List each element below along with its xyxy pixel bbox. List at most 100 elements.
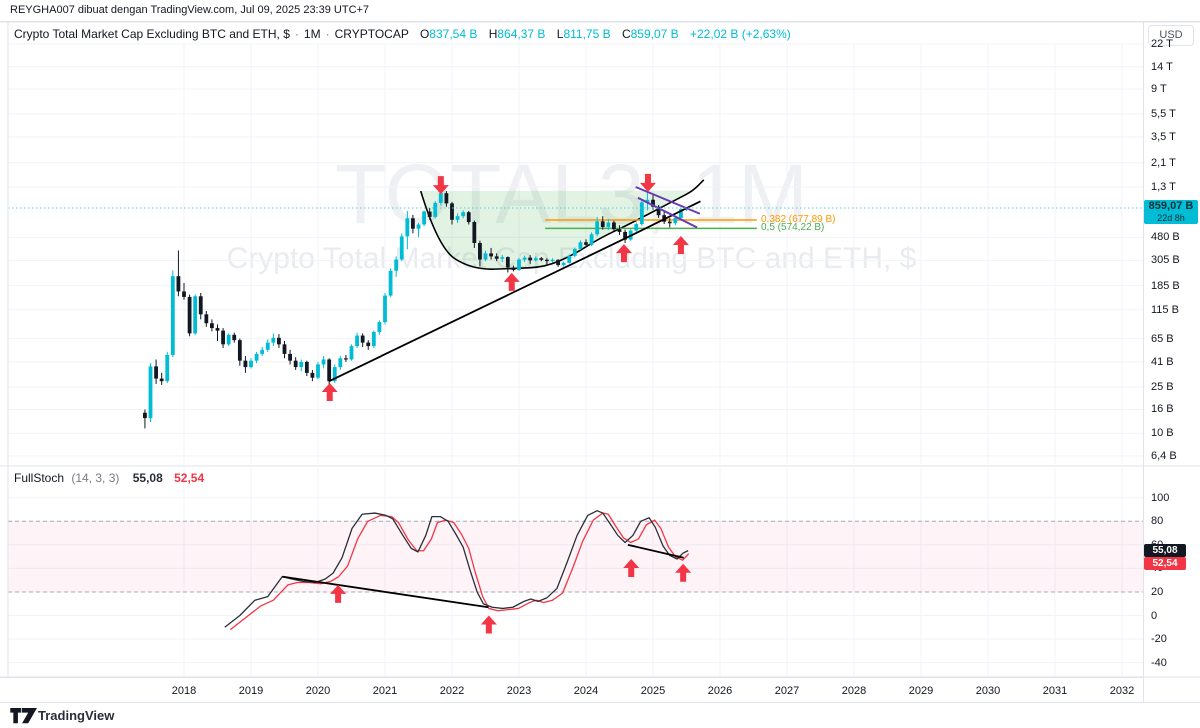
price-axis-label: 305 B [1151, 254, 1180, 267]
legend-separator: · [294, 27, 299, 41]
symbol-legend[interactable]: Crypto Total Market Cap Excluding BTC an… [14, 27, 791, 41]
candle-body [215, 328, 220, 331]
interval-label[interactable]: 1M [303, 27, 321, 41]
candle-body [656, 206, 661, 216]
time-axis-label: 2020 [305, 685, 331, 697]
open-value: 837,54 B [429, 27, 478, 41]
time-axis-label: 2028 [841, 685, 867, 697]
price-axis-label: 22 T [1151, 37, 1173, 50]
candle-body [193, 296, 198, 334]
time-axis-label: 2027 [774, 685, 800, 697]
low-value: 811,75 B [563, 27, 611, 41]
tradingview-logo-icon[interactable] [10, 708, 38, 724]
candle-body [483, 253, 488, 260]
price-axis-label: 1,3 T [1151, 181, 1176, 193]
up-arrow-annotation[interactable] [615, 244, 632, 263]
candle-body [517, 259, 521, 271]
price-axis-label: 16 B [1151, 403, 1174, 416]
price-axis-label: 5,5 T [1151, 108, 1176, 121]
candle-body [360, 335, 365, 343]
price-axis-label: 3,5 T [1151, 130, 1176, 143]
candle-body [388, 270, 393, 296]
candle-body [472, 222, 477, 243]
candle-body [226, 334, 231, 345]
flag-channel-line[interactable] [635, 186, 701, 215]
time-axis-label: 2018 [171, 685, 197, 697]
stoch-trendline[interactable] [282, 575, 489, 609]
up-arrow-annotation[interactable] [321, 383, 338, 402]
candle-body [584, 242, 588, 245]
candle-body [338, 358, 343, 368]
symbol-title[interactable]: Crypto Total Market Cap Excluding BTC an… [14, 27, 290, 41]
up-arrow-annotation[interactable] [672, 235, 689, 254]
candle-body [154, 366, 158, 379]
candle-body [673, 217, 678, 224]
flag-channel-line[interactable] [637, 196, 698, 229]
indicator-legend[interactable]: FullStoch (14, 3, 3) 55,08 52,54 [14, 471, 204, 485]
time-axis[interactable]: 2018 2019 2020 2021 2022 2023 2024 2025 2026 2027… [0, 677, 1143, 703]
stoch-trendline[interactable] [627, 543, 684, 559]
time-axis-label: 2023 [506, 685, 532, 697]
candle-body [612, 222, 616, 230]
candle-body [243, 360, 248, 368]
change-value: +22,02 B (+2,63%) [690, 27, 791, 41]
trendline[interactable] [624, 200, 701, 240]
indicator-axis-label: 100 [1151, 491, 1170, 504]
candle-body [249, 360, 253, 368]
candle-body [349, 346, 354, 360]
up-arrow-annotation[interactable] [330, 584, 347, 603]
candle-body [550, 259, 555, 262]
time-axis-label: 2030 [975, 685, 1001, 697]
price-axis-label: 9 T [1151, 83, 1167, 96]
fib-level-label: 0,382 (677,89 B) [761, 213, 836, 225]
candle-body [528, 257, 533, 261]
stoch-d-badge: 52,54 [1144, 557, 1186, 570]
price-axis-label: 10 B [1151, 427, 1174, 440]
indicator-name[interactable]: FullStoch [14, 471, 65, 485]
candle-body [505, 257, 510, 268]
candle-body [221, 330, 225, 345]
user-attribution-bar: REYGHA007 dibuat dengan TradingView.com,… [0, 0, 1200, 22]
up-arrow-annotation[interactable] [623, 558, 640, 577]
time-axis-label: 2022 [439, 685, 465, 697]
candle-body [494, 256, 499, 259]
candle-body [645, 199, 650, 203]
price-axis-label: 185 B [1151, 279, 1180, 292]
candle-body [260, 349, 265, 354]
price-axis-label: 25 B [1151, 380, 1174, 393]
price-axis-panel[interactable] [1143, 22, 1200, 702]
candle-body [572, 248, 577, 256]
candle-body [176, 276, 181, 292]
candle-body [344, 358, 348, 360]
exchange-label: CRYPTOCAP [334, 27, 409, 41]
candle-body [282, 344, 287, 354]
trendline[interactable] [328, 237, 626, 382]
low-label: L [556, 27, 564, 41]
price-axis-label: 115 B [1151, 303, 1179, 316]
candle-body [466, 212, 471, 223]
tradingview-logo-text[interactable]: TradingView [38, 708, 115, 723]
down-arrow-annotation[interactable] [639, 173, 656, 192]
currency-toggle-button[interactable]: USD [1148, 25, 1194, 46]
candle-body [444, 193, 449, 204]
candle-body [500, 257, 505, 259]
candle-body [170, 276, 175, 355]
candle-body [667, 221, 672, 224]
time-axis-label: 2026 [707, 685, 733, 697]
candle-body [254, 353, 259, 361]
candle-body [623, 231, 627, 240]
indicator-k-value: 55,08 [132, 471, 163, 485]
candle-body [321, 359, 326, 365]
high-label: H [488, 27, 498, 41]
up-arrow-annotation[interactable] [675, 563, 692, 582]
time-axis-label: 2021 [372, 685, 398, 697]
up-arrow-annotation[interactable] [480, 615, 497, 634]
last-price-badge: 859,07 B 22d 8h [1144, 200, 1198, 224]
candle-body [411, 218, 415, 229]
candle-body [556, 259, 560, 266]
up-arrow-annotation[interactable] [503, 272, 520, 291]
candle-body [561, 262, 566, 266]
down-arrow-annotation[interactable] [432, 176, 449, 195]
candle-body [405, 218, 410, 237]
